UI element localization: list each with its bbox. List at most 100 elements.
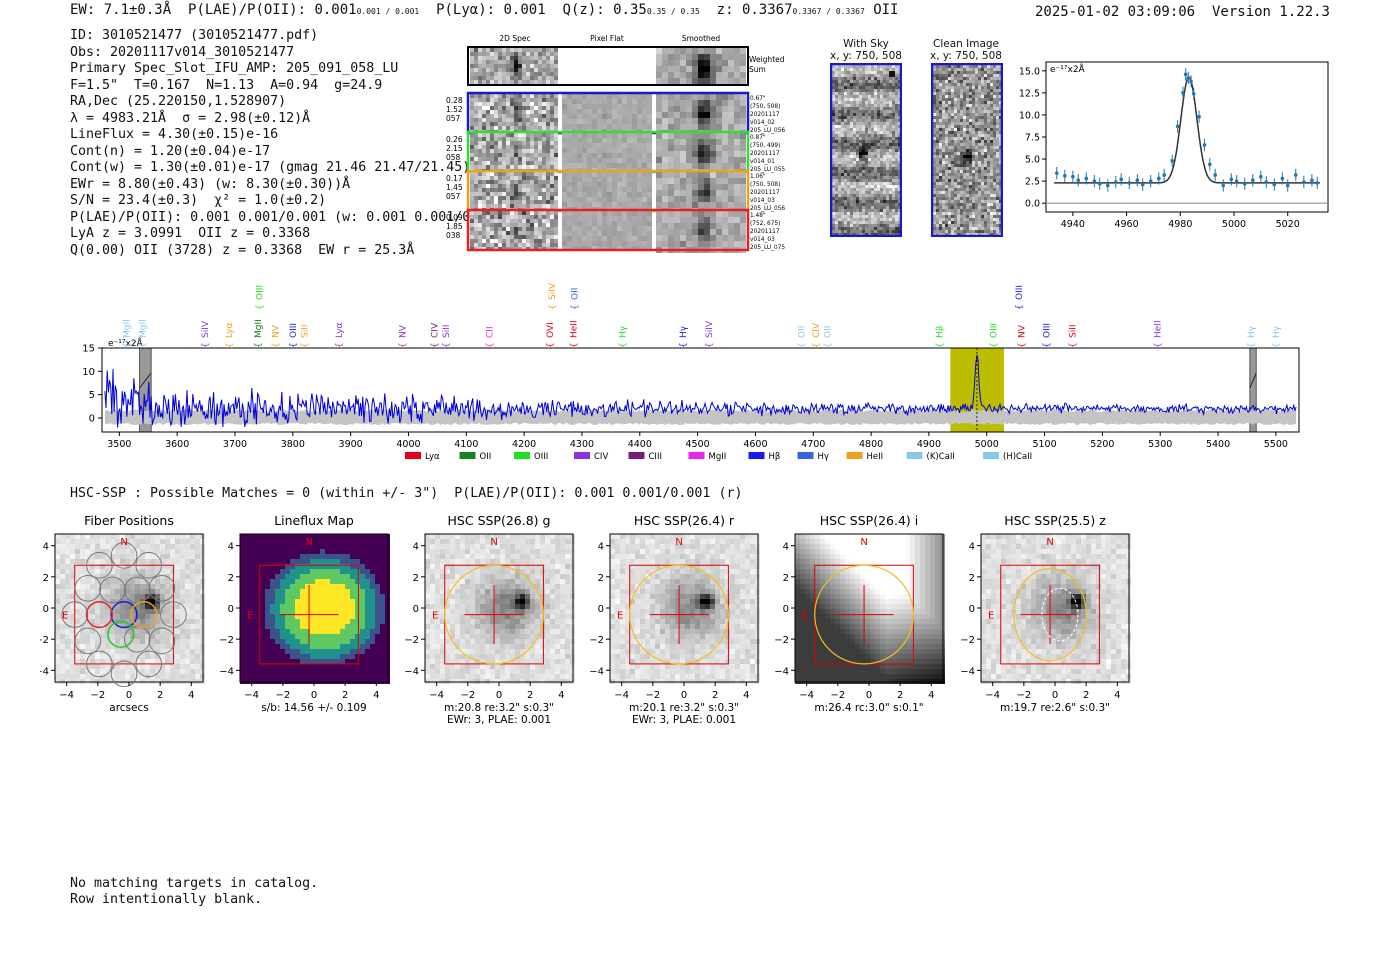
- pixel: [865, 230, 868, 233]
- pixel: [597, 138, 602, 143]
- pixel: [898, 131, 901, 134]
- pixel: [850, 179, 853, 182]
- pixel: [954, 107, 957, 110]
- pixel: [942, 80, 945, 83]
- pixel: [874, 230, 877, 233]
- pixel: [617, 104, 622, 109]
- pixel: [844, 161, 847, 164]
- pixel: [607, 202, 612, 207]
- pixel: [526, 106, 530, 110]
- pixel: [972, 83, 975, 86]
- pixel: [597, 104, 602, 109]
- pixel: [567, 226, 572, 231]
- pixel: [948, 113, 951, 116]
- pixel: [859, 110, 862, 113]
- pixel: [627, 192, 632, 197]
- pixel: [838, 89, 841, 92]
- pixel: [960, 107, 963, 110]
- pixel: [470, 219, 474, 223]
- pixel: [498, 126, 502, 130]
- pixel: [886, 68, 889, 71]
- pixel: [847, 98, 850, 101]
- pixel: [984, 161, 987, 164]
- pixel: [534, 153, 538, 157]
- pixel: [490, 157, 494, 161]
- pixel: [993, 179, 996, 182]
- pixel: [522, 76, 526, 80]
- pixel: [877, 224, 880, 227]
- pixel: [832, 107, 835, 110]
- pixel: [942, 107, 945, 110]
- pixel: [514, 176, 518, 180]
- data-point: [1054, 167, 1059, 180]
- pixel: [841, 158, 844, 161]
- pixel: [939, 215, 942, 218]
- pixel: [490, 239, 494, 243]
- pixel: [692, 118, 698, 124]
- pixel: [868, 224, 871, 227]
- pixel: [704, 72, 710, 78]
- pixel: [880, 170, 883, 173]
- pixel: [939, 134, 942, 137]
- pixel: [850, 137, 853, 140]
- pixel: [642, 133, 647, 138]
- pixel: [880, 221, 883, 224]
- pixel: [642, 153, 647, 158]
- pixel: [889, 107, 892, 110]
- pixel: [856, 110, 859, 113]
- pixel: [948, 176, 951, 179]
- pixel: [550, 133, 554, 137]
- pixel: [981, 155, 984, 158]
- pixel: [530, 172, 534, 176]
- pixel: [999, 212, 1002, 215]
- pixel: [871, 221, 874, 224]
- pixel: [957, 128, 960, 131]
- pixel: [710, 78, 716, 84]
- pixel: [538, 153, 542, 157]
- pixel: [898, 227, 901, 230]
- pixel: [835, 71, 838, 74]
- pixel: [642, 172, 647, 177]
- pixel: [498, 72, 502, 76]
- pixel: [710, 66, 716, 72]
- pixel: [975, 101, 978, 104]
- pixel: [698, 139, 704, 145]
- pixel: [862, 176, 865, 179]
- pixel: [883, 197, 886, 200]
- pixel: [740, 60, 746, 66]
- cutout-right-value: 20201117: [750, 112, 780, 118]
- pixel: [538, 64, 542, 68]
- pixel: [847, 218, 850, 221]
- pixel: [692, 151, 698, 157]
- pixel: [960, 170, 963, 173]
- pixel: [734, 106, 740, 112]
- pixel: [841, 224, 844, 227]
- pixel: [972, 119, 975, 122]
- pixel: [865, 215, 868, 218]
- pixel: [577, 197, 582, 202]
- pixel: [886, 95, 889, 98]
- pixel: [647, 143, 652, 148]
- info-line: LyA z = 3.0991 OII z = 0.3368: [70, 226, 311, 241]
- pixel: [502, 172, 506, 176]
- pixel: [835, 74, 838, 77]
- pixel: [832, 209, 835, 212]
- pixel: [607, 94, 612, 99]
- pixel: [963, 65, 966, 68]
- pixel: [728, 100, 734, 106]
- pixel: [562, 236, 567, 241]
- pixel: [963, 209, 966, 212]
- cutout-col-title: Smoothed: [682, 34, 721, 43]
- pixel: [847, 119, 850, 122]
- pixel: [969, 182, 972, 185]
- pixel: [999, 68, 1002, 71]
- pixel: [972, 98, 975, 101]
- pixel: [865, 200, 868, 203]
- pixel: [486, 223, 490, 227]
- pixel: [567, 133, 572, 138]
- pixel: [859, 80, 862, 83]
- pixel: [522, 114, 526, 118]
- pixel: [957, 161, 960, 164]
- pixel: [617, 153, 622, 158]
- pixel: [850, 146, 853, 149]
